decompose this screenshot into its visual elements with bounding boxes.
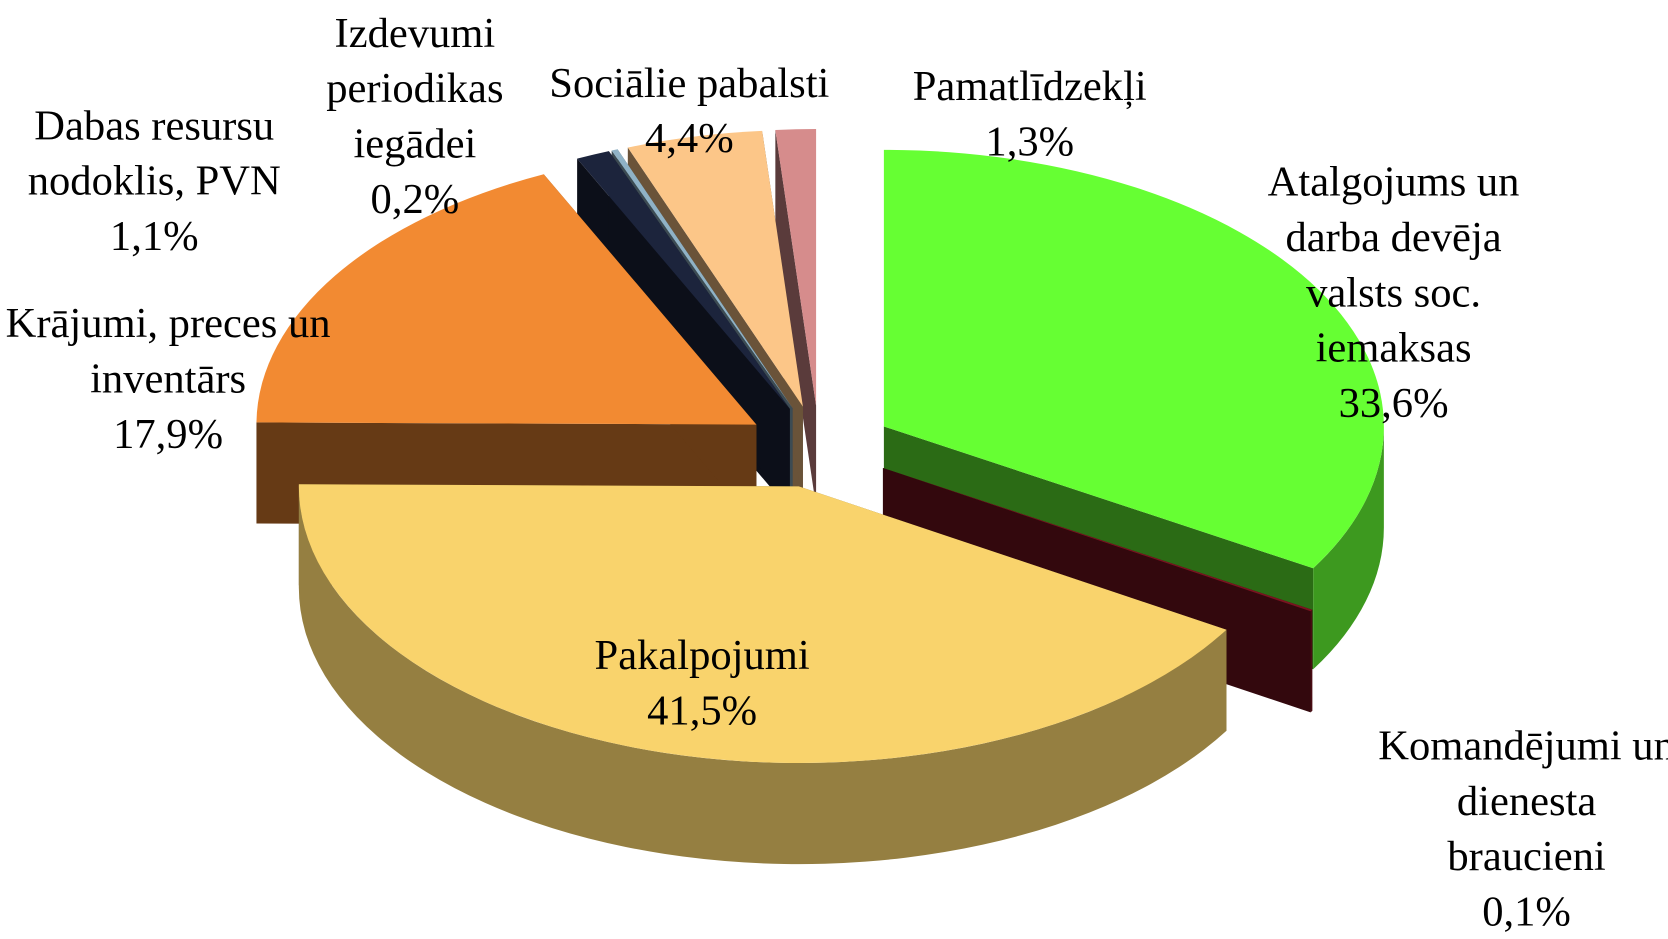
slice-side xyxy=(1313,426,1384,670)
category-name: Atalgojums un darba devēja valsts soc. i… xyxy=(1267,157,1520,372)
category-name: Sociālie pabalsti xyxy=(549,58,830,107)
slice-top xyxy=(627,130,803,407)
value-label: 4,4% xyxy=(645,113,734,162)
value-label: 1,3% xyxy=(985,117,1075,165)
slice-side xyxy=(298,486,1227,865)
category-name: Dabas resursu nodoklis, PVN xyxy=(27,101,281,205)
value-label: 33,6% xyxy=(1338,378,1449,427)
value-label: 41,5% xyxy=(647,686,758,735)
slice-label: Pamatlīdzekļi 1,3% xyxy=(854,59,1205,170)
category-name: Pamatlīdzekļi xyxy=(912,61,1147,110)
slice-top xyxy=(883,149,1384,569)
slice-top xyxy=(256,174,757,425)
slice-top xyxy=(298,484,1227,764)
value-label: 1,1% xyxy=(109,211,199,260)
category-name: Pakalpojumi xyxy=(594,630,810,679)
category-name: Krājumi, preces un inventārs xyxy=(5,298,331,403)
value-label: 17,9% xyxy=(113,409,224,458)
slice xyxy=(775,129,817,507)
slice-label: Krājumi, preces un inventārs 17,9% xyxy=(3,296,333,462)
slice-label: Izdevumi periodikas iegādei 0,2% xyxy=(309,5,522,226)
value-label: 0,2% xyxy=(370,174,460,223)
slice-label: Atalgojums un darba devēja valsts soc. i… xyxy=(1239,154,1548,431)
slice-label: Sociālie pabalsti 4,4% xyxy=(514,55,865,166)
category-name: Izdevumi periodikas iegādei xyxy=(326,8,504,168)
value-label: 0,1% xyxy=(1482,887,1571,936)
slice-label: Pakalpojumi 41,5% xyxy=(543,628,862,739)
slice-top xyxy=(577,151,790,409)
category-name: Komandējumi un dienesta braucieni xyxy=(1378,721,1668,880)
slice-side xyxy=(1310,609,1313,713)
slice-top xyxy=(775,129,817,406)
slice-top xyxy=(611,149,793,409)
slice xyxy=(298,484,1227,865)
slice-top xyxy=(882,468,1313,612)
slice-side xyxy=(775,129,817,507)
slice-label: Dabas resursu nodoklis, PVN 1,1% xyxy=(0,98,314,264)
slice-label: Komandējumi un dienesta braucieni 0,1% xyxy=(1378,718,1668,939)
